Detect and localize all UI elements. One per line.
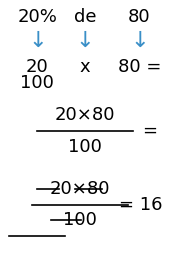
Text: 20: 20: [26, 58, 49, 76]
Text: x: x: [80, 58, 90, 76]
Text: =: =: [142, 122, 157, 140]
Text: 20×80: 20×80: [50, 180, 110, 198]
Text: 80 =: 80 =: [118, 58, 161, 76]
Text: ↓: ↓: [130, 31, 149, 51]
Text: 100: 100: [68, 138, 102, 155]
Text: 20%: 20%: [18, 8, 57, 26]
Text: ↓: ↓: [28, 31, 47, 51]
Text: de: de: [74, 8, 96, 26]
Text: 80: 80: [128, 8, 151, 26]
Text: ↓: ↓: [76, 31, 94, 51]
Text: = 16: = 16: [119, 196, 163, 214]
Text: 20×80: 20×80: [55, 106, 115, 124]
Text: 100: 100: [63, 211, 97, 229]
Text: 100: 100: [20, 74, 54, 92]
